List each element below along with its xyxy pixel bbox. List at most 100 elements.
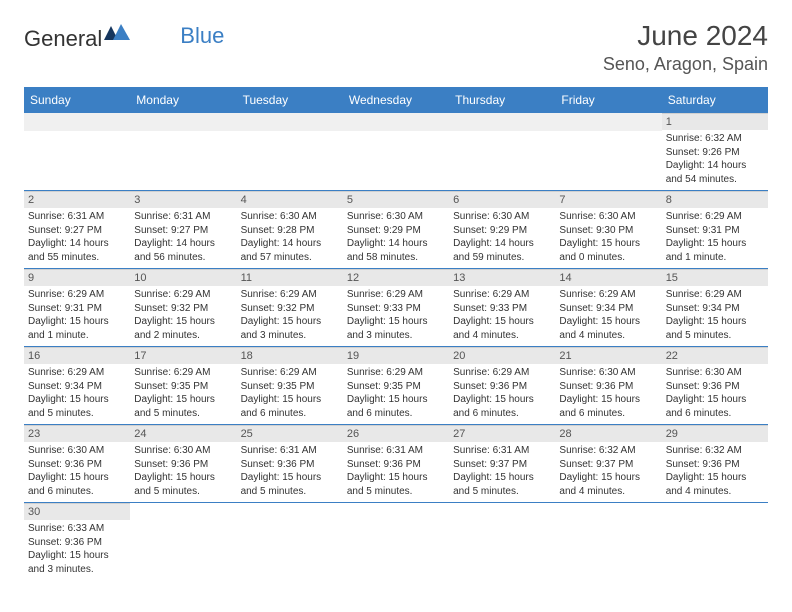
day-body: Sunrise: 6:30 AMSunset: 9:30 PMDaylight:… [555,208,661,268]
day-number: 17 [130,347,236,364]
day-number: 12 [343,269,449,286]
day-number: 9 [24,269,130,286]
calendar-row: 16Sunrise: 6:29 AMSunset: 9:34 PMDayligh… [24,347,768,425]
day-number: 5 [343,191,449,208]
day-number: 22 [662,347,768,364]
day-body: Sunrise: 6:29 AMSunset: 9:35 PMDaylight:… [237,364,343,424]
sunrise-text: Sunrise: 6:31 AM [241,444,339,458]
calendar-cell-empty [555,503,661,581]
calendar-row: 30Sunrise: 6:33 AMSunset: 9:36 PMDayligh… [24,503,768,581]
day-number: 3 [130,191,236,208]
sunrise-text: Sunrise: 6:30 AM [241,210,339,224]
sunset-text: Sunset: 9:36 PM [241,458,339,472]
daylight-text: Daylight: 15 hours and 3 minutes. [28,549,126,576]
day-number: 11 [237,269,343,286]
day-body: Sunrise: 6:31 AMSunset: 9:37 PMDaylight:… [449,442,555,502]
weekday-header-row: Sunday Monday Tuesday Wednesday Thursday… [24,87,768,113]
day-body: Sunrise: 6:29 AMSunset: 9:33 PMDaylight:… [449,286,555,346]
sunset-text: Sunset: 9:32 PM [241,302,339,316]
calendar-cell: 16Sunrise: 6:29 AMSunset: 9:34 PMDayligh… [24,347,130,425]
day-number: 28 [555,425,661,442]
daylight-text: Daylight: 15 hours and 5 minutes. [453,471,551,498]
calendar-row: 23Sunrise: 6:30 AMSunset: 9:36 PMDayligh… [24,425,768,503]
day-body: Sunrise: 6:29 AMSunset: 9:32 PMDaylight:… [237,286,343,346]
daylight-text: Daylight: 15 hours and 6 minutes. [347,393,445,420]
day-number: 1 [662,113,768,130]
header: General Blue June 2024 Seno, Aragon, Spa… [24,20,768,75]
sunrise-text: Sunrise: 6:29 AM [241,366,339,380]
day-number: 10 [130,269,236,286]
day-number: 30 [24,503,130,520]
sunset-text: Sunset: 9:36 PM [666,458,764,472]
calendar-cell: 1 Sunrise: 6:32 AM Sunset: 9:26 PM Dayli… [662,113,768,191]
calendar-cell-empty [449,503,555,581]
calendar-cell: 13Sunrise: 6:29 AMSunset: 9:33 PMDayligh… [449,269,555,347]
calendar-cell-empty [343,113,449,191]
sunrise-text: Sunrise: 6:29 AM [453,366,551,380]
daylight-text: Daylight: 15 hours and 6 minutes. [666,393,764,420]
calendar-cell-empty [343,503,449,581]
day-body: Sunrise: 6:32 AMSunset: 9:36 PMDaylight:… [662,442,768,502]
sunrise-text: Sunrise: 6:29 AM [347,366,445,380]
calendar-cell: 7Sunrise: 6:30 AMSunset: 9:30 PMDaylight… [555,191,661,269]
day-number: 6 [449,191,555,208]
logo-text-general: General [24,26,102,52]
day-body: Sunrise: 6:29 AMSunset: 9:36 PMDaylight:… [449,364,555,424]
weekday-header: Wednesday [343,87,449,113]
day-body: Sunrise: 6:30 AMSunset: 9:29 PMDaylight:… [449,208,555,268]
sunset-text: Sunset: 9:35 PM [241,380,339,394]
daylight-text: Daylight: 15 hours and 6 minutes. [453,393,551,420]
calendar-cell-empty [24,113,130,191]
day-number: 20 [449,347,555,364]
sunrise-text: Sunrise: 6:30 AM [453,210,551,224]
weekday-header: Saturday [662,87,768,113]
flag-icon [104,24,130,47]
day-number: 24 [130,425,236,442]
daylight-text: Daylight: 15 hours and 5 minutes. [134,471,232,498]
sunset-text: Sunset: 9:26 PM [666,146,764,160]
calendar-cell: 9Sunrise: 6:29 AMSunset: 9:31 PMDaylight… [24,269,130,347]
calendar-cell: 24Sunrise: 6:30 AMSunset: 9:36 PMDayligh… [130,425,236,503]
sunset-text: Sunset: 9:30 PM [559,224,657,238]
calendar-cell: 21Sunrise: 6:30 AMSunset: 9:36 PMDayligh… [555,347,661,425]
calendar-cell-empty [237,503,343,581]
day-number: 7 [555,191,661,208]
daylight-text: Daylight: 15 hours and 4 minutes. [559,471,657,498]
sunset-text: Sunset: 9:27 PM [134,224,232,238]
sunset-text: Sunset: 9:34 PM [559,302,657,316]
calendar-cell-empty [130,113,236,191]
sunrise-text: Sunrise: 6:32 AM [559,444,657,458]
day-number: 21 [555,347,661,364]
daylight-text: Daylight: 15 hours and 3 minutes. [241,315,339,342]
sunset-text: Sunset: 9:36 PM [559,380,657,394]
day-body: Sunrise: 6:32 AMSunset: 9:37 PMDaylight:… [555,442,661,502]
day-number: 25 [237,425,343,442]
sunset-text: Sunset: 9:36 PM [28,458,126,472]
daylight-text: Daylight: 15 hours and 4 minutes. [666,471,764,498]
day-body: Sunrise: 6:29 AMSunset: 9:32 PMDaylight:… [130,286,236,346]
calendar-cell: 23Sunrise: 6:30 AMSunset: 9:36 PMDayligh… [24,425,130,503]
sunset-text: Sunset: 9:37 PM [453,458,551,472]
day-body: Sunrise: 6:30 AMSunset: 9:28 PMDaylight:… [237,208,343,268]
sunrise-text: Sunrise: 6:30 AM [28,444,126,458]
sunrise-text: Sunrise: 6:30 AM [559,366,657,380]
day-number: 29 [662,425,768,442]
sunrise-text: Sunrise: 6:29 AM [134,288,232,302]
sunrise-text: Sunrise: 6:31 AM [453,444,551,458]
calendar-cell-empty [130,503,236,581]
sunset-text: Sunset: 9:33 PM [347,302,445,316]
calendar-cell: 3Sunrise: 6:31 AMSunset: 9:27 PMDaylight… [130,191,236,269]
sunrise-text: Sunrise: 6:33 AM [28,522,126,536]
page-title: June 2024 [603,20,768,52]
logo-text-blue: Blue [180,23,224,49]
sunrise-text: Sunrise: 6:30 AM [347,210,445,224]
sunset-text: Sunset: 9:29 PM [453,224,551,238]
sunset-text: Sunset: 9:34 PM [28,380,126,394]
sunrise-text: Sunrise: 6:29 AM [134,366,232,380]
day-body: Sunrise: 6:29 AMSunset: 9:35 PMDaylight:… [130,364,236,424]
calendar-cell: 27Sunrise: 6:31 AMSunset: 9:37 PMDayligh… [449,425,555,503]
daylight-text: Daylight: 15 hours and 6 minutes. [241,393,339,420]
sunrise-text: Sunrise: 6:29 AM [28,288,126,302]
day-body: Sunrise: 6:29 AMSunset: 9:33 PMDaylight:… [343,286,449,346]
calendar-row: 2Sunrise: 6:31 AMSunset: 9:27 PMDaylight… [24,191,768,269]
